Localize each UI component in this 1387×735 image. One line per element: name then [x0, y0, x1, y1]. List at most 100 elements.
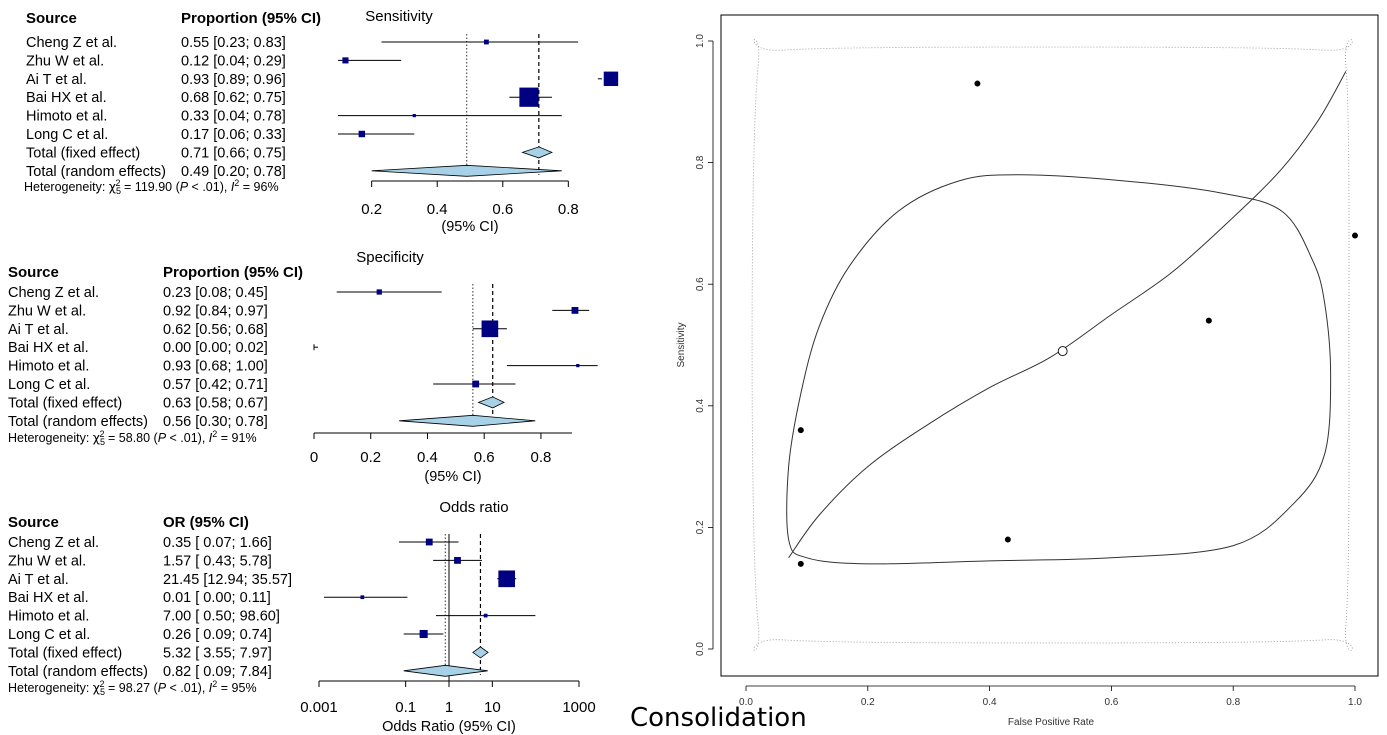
heterogeneity-prefix: Heterogeneity: [8, 431, 93, 445]
study-point [1205, 317, 1212, 324]
y-tick-label: 0.0 [695, 642, 706, 656]
random-effect-label: Total (random effects) [8, 664, 148, 680]
study-name: Ai T et al. [8, 322, 69, 338]
study-point [797, 427, 804, 434]
x-tick-label: 0.6 [474, 449, 495, 466]
study-name: Himoto et al. [26, 109, 107, 125]
p-symbol: P [158, 431, 167, 445]
fixed-effect-estimate: 0.63 [0.58; 0.67] [163, 395, 268, 411]
study-name: Long C et al. [8, 377, 90, 393]
column-header-statistic: Proportion (95% CI) [181, 10, 321, 27]
random-effect-diamond [371, 164, 562, 177]
chi-df: 5 [100, 687, 105, 697]
study-estimate: 0.93 [0.68; 1.00] [163, 359, 268, 375]
i-symbol: I [231, 180, 235, 194]
study-point-square [412, 114, 416, 118]
plot-title: Sensitivity [365, 8, 433, 25]
x-tick-label: 0.6 [492, 201, 513, 218]
column-header-source: Source [8, 514, 59, 531]
i-value: = 91% [217, 431, 256, 445]
figure-caption: Consolidation [630, 703, 807, 733]
study-point [1352, 232, 1358, 239]
study-name: Ai T et al. [8, 572, 69, 588]
heterogeneity-statistic: Heterogeneity: χ52 = 58.80 (P < .01), I2… [8, 429, 257, 447]
study-point [1004, 536, 1011, 543]
study-estimate: 0.62 [0.56; 0.68] [163, 322, 268, 338]
column-header-statistic: Proportion (95% CI) [163, 264, 303, 281]
study-estimate: 0.92 [0.84; 0.97] [163, 303, 268, 319]
x-axis-title: Odds Ratio (95% CI) [382, 719, 516, 735]
random-effect-estimate: 0.56 [0.30; 0.78] [163, 414, 268, 430]
i-value: = 95% [217, 681, 256, 695]
p-symbol: P [180, 180, 189, 194]
forest-plot-odds-ratio: Odds ratio Source OR (95% CI) Cheng Z et al… [8, 499, 596, 735]
study-name: Zhu W et al. [8, 553, 86, 569]
plot-title: Odds ratio [439, 499, 508, 516]
study-estimate: 0.23 [0.08; 0.45] [163, 285, 268, 301]
chi-value: = 119.90 ( [121, 180, 181, 194]
chi-symbol: χ [93, 430, 100, 445]
random-effect-diamond [399, 414, 536, 427]
x-tick-label: 0.8 [531, 449, 552, 466]
random-effect-label: Total (random effects) [26, 164, 166, 180]
study-name: Cheng Z et al. [8, 285, 99, 301]
x-tick-label: 1 [445, 699, 453, 716]
chi-square-exponent: 2 [100, 429, 105, 439]
study-point-square [419, 629, 428, 639]
sroc-plot: 0.0 0.2 0.4 0.6 0.8 1.0 False Positive Rate 0.0… [676, 14, 1379, 728]
study-point-square [376, 289, 382, 295]
fixed-effect-estimate: 0.71 [0.66; 0.75] [181, 145, 286, 161]
study-estimate: 0.93 [0.89; 0.96] [181, 72, 286, 88]
study-point-square [483, 613, 488, 618]
study-name: Himoto et al. [8, 359, 89, 375]
p-value: < .01), [188, 180, 231, 194]
study-estimate: 0.00 [0.00; 0.02] [163, 340, 268, 356]
x-tick-label: 1.0 [1348, 697, 1362, 708]
study-estimate: 0.26 [ 0.09; 0.74] [163, 627, 272, 643]
study-name: Bai HX et al. [8, 590, 89, 606]
summary-point [1057, 346, 1068, 357]
fixed-effect-diamond [472, 646, 489, 659]
study-name: Zhu W et al. [8, 303, 86, 319]
study-point-square [519, 87, 539, 107]
study-estimate: 0.01 [ 0.00; 0.11] [163, 590, 271, 606]
study-point-square [483, 39, 489, 45]
study-name: Cheng Z et al. [26, 35, 117, 51]
fixed-effect-diamond [477, 396, 505, 409]
study-point-square [498, 570, 516, 588]
heterogeneity-prefix: Heterogeneity: [24, 180, 109, 194]
fixed-effect-label: Total (fixed effect) [26, 145, 140, 161]
study-name: Ai T et al. [26, 72, 87, 88]
forest-plot-sensitivity: Sensitivity Source Proportion (95% CI) Chen… [24, 8, 619, 235]
study-point-square [576, 364, 580, 368]
chi-square-exponent: 2 [100, 679, 105, 689]
i-exponent: 2 [212, 679, 217, 689]
plot-title: Specificity [356, 249, 424, 266]
study-estimate: 0.12 [0.04; 0.29] [181, 53, 286, 69]
fixed-effect-label: Total (fixed effect) [8, 395, 122, 411]
x-tick-label: 0.001 [300, 699, 338, 716]
chi-value: = 58.80 ( [105, 431, 159, 445]
study-name: Long C et al. [8, 627, 90, 643]
confidence-region [786, 174, 1332, 565]
fixed-effect-estimate: 5.32 [ 3.55; 7.97] [163, 645, 272, 661]
random-effect-estimate: 0.82 [ 0.09; 7.84] [163, 664, 272, 680]
study-point-square [472, 380, 480, 388]
column-header-source: Source [26, 10, 77, 27]
x-tick-label: 0.0 [739, 697, 753, 708]
x-tick-label: 10 [484, 699, 501, 716]
x-axis-title: False Positive Rate [1008, 717, 1095, 728]
chi-df: 5 [100, 437, 105, 447]
study-point-square [454, 557, 461, 564]
x-tick-label: 0.2 [861, 697, 875, 708]
forest-plot-specificity: Specificity Source Proportion (95% CI) Chen… [8, 249, 598, 485]
study-name: Himoto et al. [8, 609, 89, 625]
i-value: = 96% [239, 180, 278, 194]
column-header-statistic: OR (95% CI) [163, 514, 249, 531]
study-estimate: 0.35 [ 0.07; 1.66] [163, 535, 272, 551]
y-tick-label: 0.4 [695, 398, 706, 412]
heterogeneity-statistic: Heterogeneity: χ52 = 119.90 (P < .01), I… [24, 178, 279, 196]
y-tick-label: 0.6 [695, 277, 706, 291]
x-tick-label: 0.8 [558, 201, 579, 218]
p-symbol: P [158, 681, 167, 695]
